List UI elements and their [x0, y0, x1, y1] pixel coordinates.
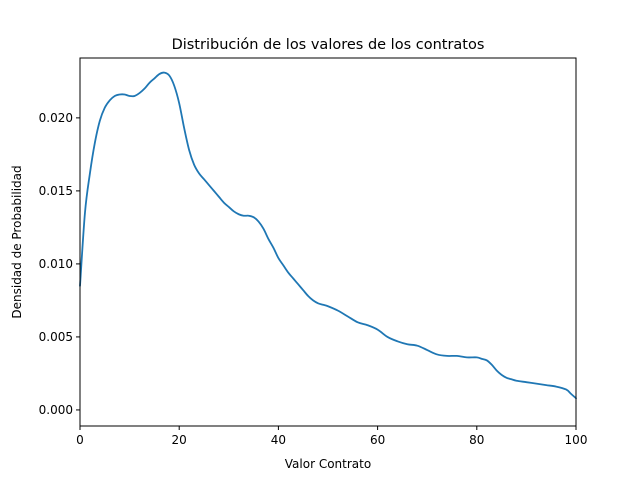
- density-line: [79, 71, 577, 400]
- y-tick-label: 0.005: [39, 330, 73, 344]
- y-axis-label: Densidad de Probabilidad: [10, 165, 24, 318]
- y-axis-ticks: 0.000 0.005 0.010 0.015 0.020: [39, 111, 80, 417]
- plot-area: 0 20 40 60 80 100 0.000 0.005 0.010 0.015 0.020: [39, 57, 587, 447]
- x-axis-label: Valor Contrato: [285, 457, 371, 471]
- series-layer: [79, 71, 577, 400]
- x-tick-label: 80: [469, 433, 484, 447]
- y-tick-label: 0.015: [39, 184, 73, 198]
- y-tick-label: 0.020: [39, 111, 73, 125]
- x-tick-label: 20: [172, 433, 187, 447]
- x-tick-label: 40: [271, 433, 286, 447]
- chart-title: Distribución de los valores de los contr…: [172, 37, 485, 53]
- x-axis-ticks: 0 20 40 60 80 100: [76, 426, 587, 447]
- y-tick-label: 0.010: [39, 257, 73, 271]
- axes-frame: [79, 57, 577, 427]
- x-tick-label: 100: [565, 433, 588, 447]
- x-tick-label: 60: [370, 433, 385, 447]
- y-tick-label: 0.000: [39, 403, 73, 417]
- x-tick-label: 0: [76, 433, 84, 447]
